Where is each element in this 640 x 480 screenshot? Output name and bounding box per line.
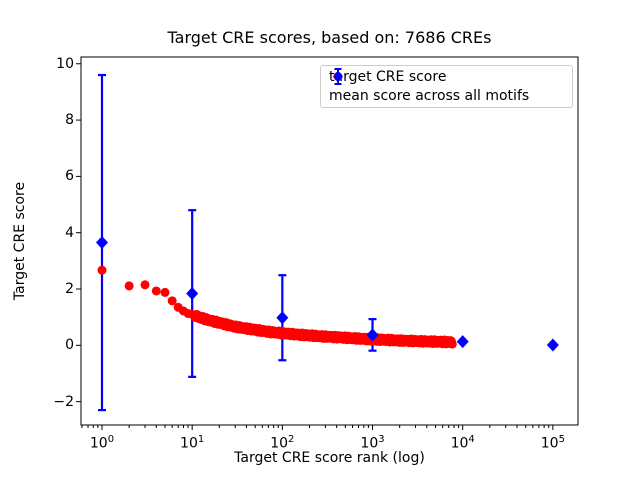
y-axis-ticks	[76, 63, 81, 403]
y-tick-label: 0	[65, 337, 74, 354]
legend-item-target-score: target CRE score	[329, 68, 564, 87]
blue-diamond-errorbar-icon	[333, 68, 343, 85]
errorbar-point	[276, 311, 289, 325]
legend-item-mean-score: mean score across all motifs	[329, 68, 564, 106]
legend-label: mean score across all motifs	[329, 87, 530, 104]
x-tick-label: 102	[270, 434, 295, 452]
x-axis-ticks	[81, 425, 554, 430]
x-tick-label: 100	[89, 434, 115, 452]
errorbar-point	[186, 287, 199, 301]
chart-title: Target CRE scores, based on: 7686 CREs	[167, 28, 492, 47]
legend-box: target CRE score mean score across all m…	[320, 65, 573, 108]
y-tick-label: 10	[56, 55, 74, 72]
legend-label: target CRE score	[329, 69, 447, 86]
plot-frame	[80, 56, 579, 426]
x-tick-label: 103	[360, 434, 385, 452]
errorbar-point	[456, 335, 469, 349]
errorbar-point	[546, 338, 559, 352]
y-tick-label: 4	[65, 224, 74, 241]
mean-errorbar-lines	[97, 73, 377, 412]
y-tick-label: −2	[53, 393, 74, 410]
errorbar-point	[95, 236, 108, 250]
y-tick-label: 2	[65, 281, 74, 297]
errorbar-point	[366, 328, 379, 342]
target-score-scatter-points	[97, 265, 457, 349]
mean-errorbar-points	[95, 236, 559, 352]
y-tick-label: 6	[65, 168, 74, 185]
x-tick-label: 104	[450, 434, 475, 452]
x-tick-label: 101	[180, 434, 205, 452]
x-tick-label: 105	[540, 434, 565, 452]
y-tick-label: 8	[65, 112, 74, 129]
x-axis-label: Target CRE score rank (log)	[234, 450, 425, 466]
